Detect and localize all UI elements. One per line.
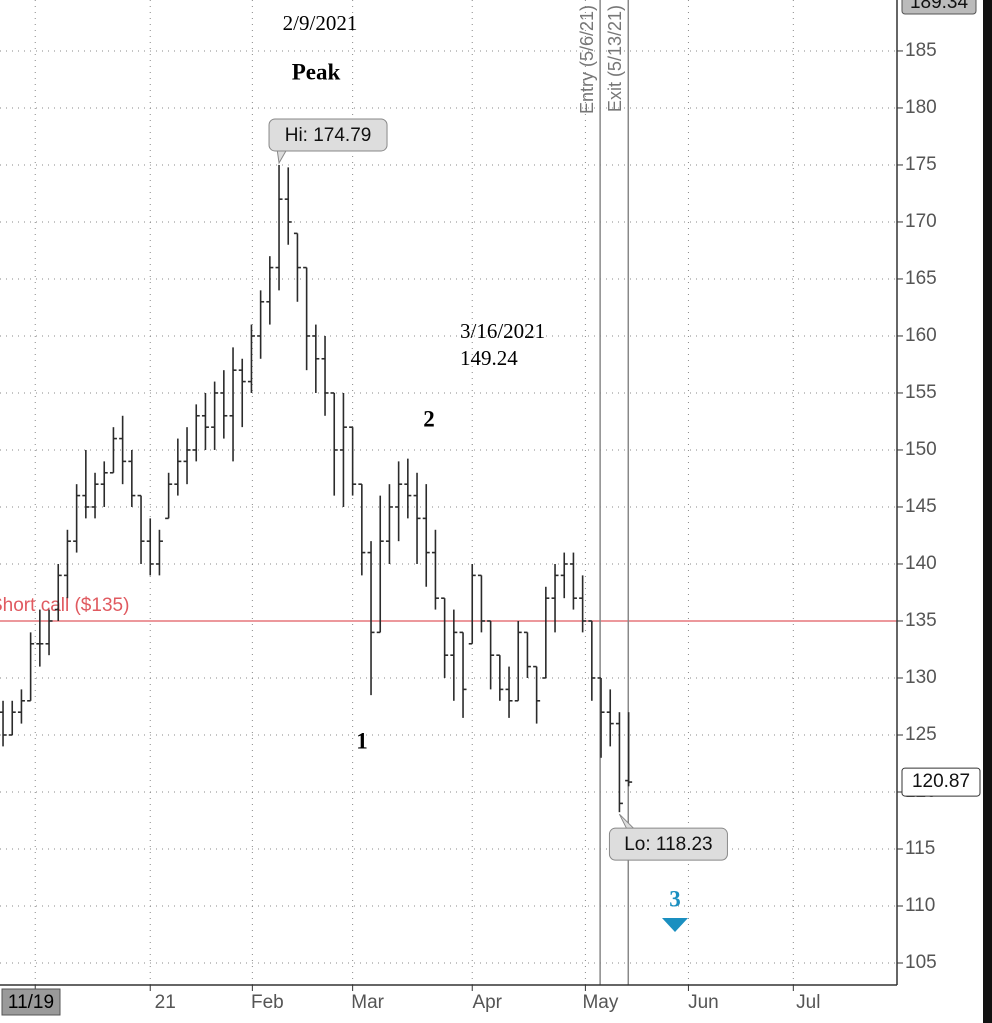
y-tick-label: 170 xyxy=(905,211,937,232)
top-price-box xyxy=(901,0,977,15)
x-tick-label-box xyxy=(1,988,61,1016)
y-tick-label: 140 xyxy=(905,553,937,574)
y-tick-label: 115 xyxy=(905,838,935,859)
right-edge xyxy=(983,0,992,1023)
last-price-box xyxy=(901,767,981,797)
event-label: Entry (5/6/21) xyxy=(577,5,597,114)
y-tick-label: 135 xyxy=(905,610,937,631)
wave-1: 1 xyxy=(356,728,368,753)
peak-date: 2/9/2021 xyxy=(283,11,358,35)
hi-callout-label: Hi: 174.79 xyxy=(285,125,372,146)
lo-callout-label: Lo: 118.23 xyxy=(624,834,712,855)
x-tick-label: 21 xyxy=(155,992,176,1013)
y-tick-label: 155 xyxy=(905,382,937,403)
y-tick-label: 145 xyxy=(905,496,937,517)
top-price-label: 189.34 xyxy=(910,0,969,13)
hi-callout-box xyxy=(268,118,388,152)
y-tick-label: 130 xyxy=(905,667,937,688)
y-tick-label: 165 xyxy=(905,268,937,289)
lo-callout-box xyxy=(608,827,728,861)
wave-3: 3 xyxy=(669,886,681,911)
y-tick-label: 175 xyxy=(905,154,937,175)
y-tick-label: 185 xyxy=(905,40,937,61)
annotations: 2/9/2021 Peak 3/16/2021 149.24 2 1 3 Hi:… xyxy=(268,11,728,932)
y-tick-label: 125 xyxy=(905,724,937,745)
x-tick-label: 11/19 xyxy=(8,992,54,1013)
down-arrow xyxy=(662,918,688,932)
mid-date: 3/16/2021 xyxy=(460,319,545,343)
x-tick-label: May xyxy=(582,992,618,1013)
mid-price: 149.24 xyxy=(460,346,518,370)
peak-label: Peak xyxy=(292,59,341,84)
x-tick-label: Apr xyxy=(472,992,502,1013)
wave-2: 2 xyxy=(423,406,435,431)
y-tick-label: 110 xyxy=(905,895,935,916)
event-label: Exit (5/13/21) xyxy=(605,5,625,112)
y-tick-label: 150 xyxy=(905,439,937,460)
last-price-label: 120.87 xyxy=(912,771,970,792)
y-tick-label: 180 xyxy=(905,97,937,118)
x-tick-label: Mar xyxy=(351,992,384,1013)
x-tick-label: Jul xyxy=(796,992,820,1013)
x-tick-label: Jun xyxy=(688,992,719,1013)
short-call-label: Short call ($135) xyxy=(0,595,129,616)
x-tick-label: Feb xyxy=(251,992,284,1013)
plot-area: Short call ($135) Entry (5/6/21) Exit (5/1… xyxy=(0,0,897,985)
y-tick-label: 160 xyxy=(905,325,937,346)
y-tick-label: 105 xyxy=(905,952,937,973)
